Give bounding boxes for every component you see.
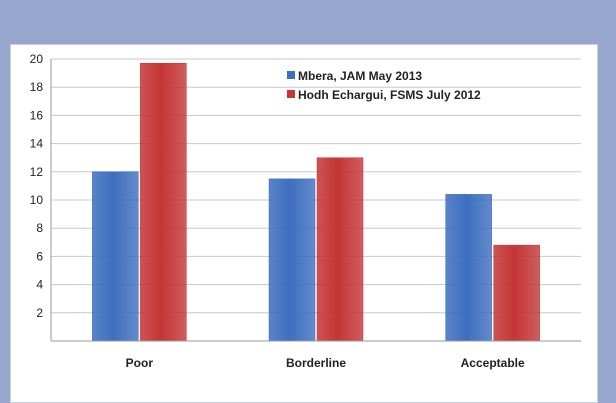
y-tick-label: 8: [36, 221, 43, 235]
x-category-label: Poor: [126, 356, 154, 370]
bar-borderline-series-1: [268, 178, 316, 342]
bars: [92, 62, 540, 342]
y-tick-label: 6: [36, 249, 43, 263]
bar-chart: 2 4 6 8 10 12 14 16 18 20 Poor Borderline Acceptable…: [30, 52, 581, 370]
legend-swatch-1: [287, 71, 295, 79]
y-tick-label: 4: [36, 278, 43, 292]
axes: 2 4 6 8 10 12 14 16 18 20 Poor Borderline Acceptable: [30, 52, 581, 370]
legend-swatch-2: [287, 90, 295, 98]
bar-borderline-series-2: [316, 157, 364, 342]
y-tick-label: 14: [30, 137, 44, 151]
bar-poor-series-1: [92, 171, 139, 342]
y-tick-label: 2: [36, 306, 43, 320]
y-tick-label: 12: [30, 165, 44, 179]
y-tick-label: 20: [30, 52, 44, 66]
legend: Mbera, JAM May 2013 Hodh Echargui, FSMS J…: [287, 69, 481, 102]
bar-poor-series-2: [140, 62, 187, 342]
legend-label-1: Mbera, JAM May 2013: [298, 69, 422, 83]
y-tick-label: 10: [30, 193, 44, 207]
chart-panel: 2 4 6 8 10 12 14 16 18 20 Poor Borderline Acceptable…: [10, 44, 598, 403]
legend-label-2: Hodh Echargui, FSMS July 2012: [298, 88, 481, 102]
x-category-label: Borderline: [286, 356, 346, 370]
bar-acceptable-series-2: [493, 244, 540, 342]
y-tick-label: 18: [30, 80, 44, 94]
gridlines: [51, 58, 581, 314]
y-tick-label: 16: [30, 108, 44, 122]
x-category-label: Acceptable: [461, 356, 525, 370]
bar-acceptable-series-1: [445, 194, 492, 342]
